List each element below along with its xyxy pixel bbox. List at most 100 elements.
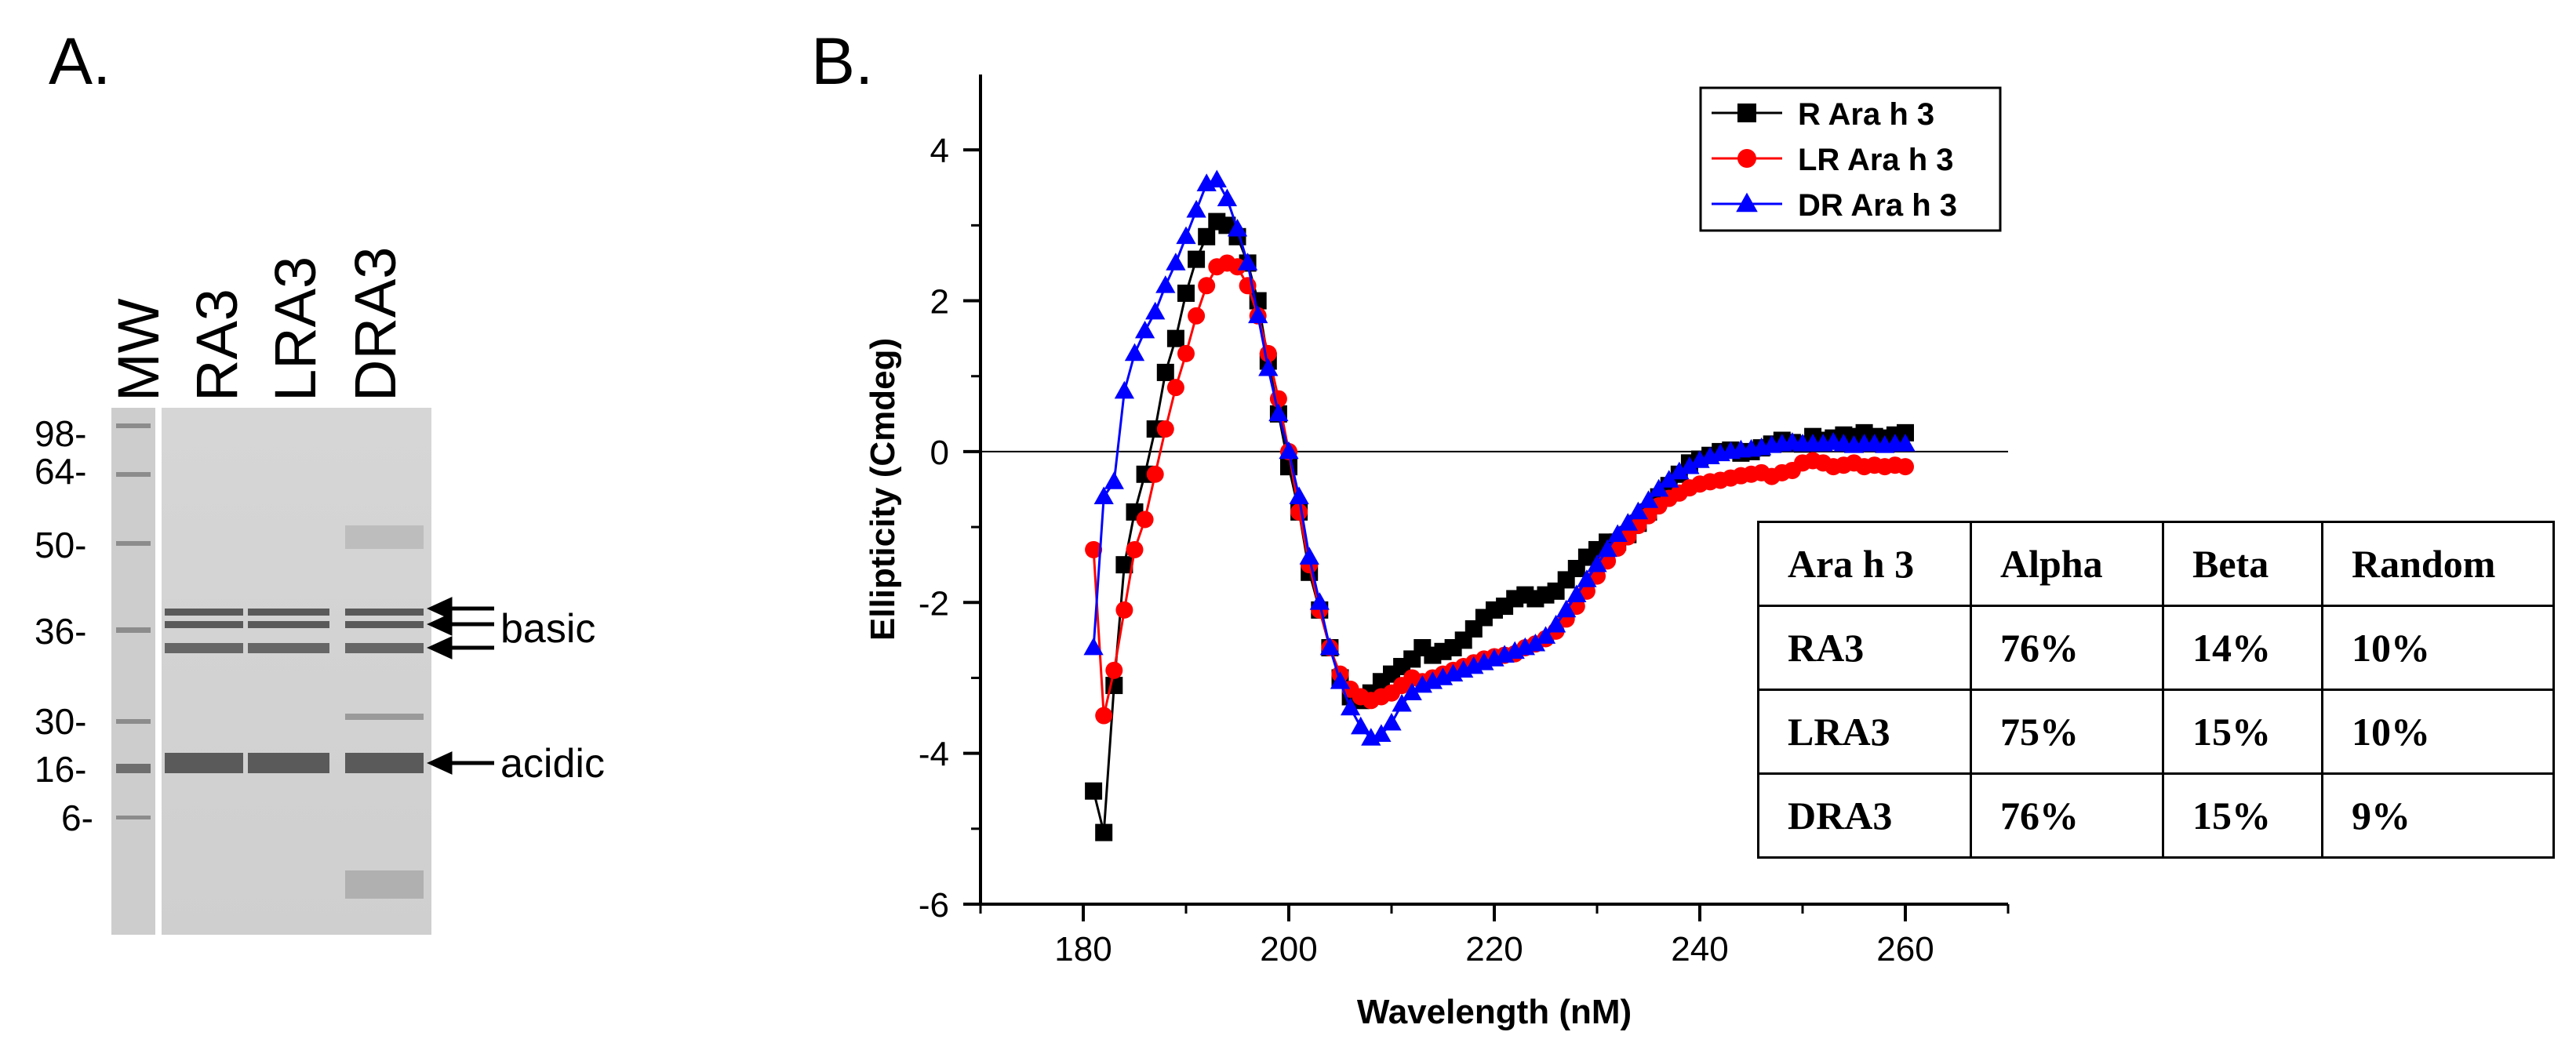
data-point bbox=[1198, 277, 1216, 295]
data-point bbox=[1206, 169, 1227, 188]
data-point bbox=[1186, 199, 1206, 218]
data-point bbox=[1535, 626, 1556, 644]
x-tick-label: 260 bbox=[1876, 930, 1934, 968]
series-dr-ara-h-3 bbox=[1083, 169, 1916, 746]
data-point bbox=[1628, 501, 1649, 520]
mw-marker: 16- bbox=[35, 749, 87, 790]
data-point bbox=[1556, 599, 1577, 618]
data-point bbox=[1371, 724, 1392, 742]
table-row: DRA3 76% 15% 9% bbox=[1757, 772, 2555, 859]
data-point bbox=[1617, 513, 1638, 531]
data-point bbox=[1895, 434, 1916, 452]
lra3-bands bbox=[248, 609, 329, 773]
data-point bbox=[1105, 677, 1123, 695]
data-point bbox=[1587, 554, 1607, 572]
x-tick-label: 220 bbox=[1465, 930, 1523, 968]
panel-b-label: B. bbox=[811, 24, 874, 98]
ra3-bands bbox=[165, 609, 243, 773]
data-point bbox=[1638, 490, 1659, 508]
data-point bbox=[1248, 305, 1268, 324]
chart-series bbox=[1083, 169, 1916, 841]
table-cell: 15% bbox=[2162, 689, 2323, 775]
data-point bbox=[1176, 226, 1196, 245]
data-point bbox=[1115, 556, 1133, 574]
legend-label: R Ara h 3 bbox=[1798, 97, 1934, 132]
table-header-cell: Alpha bbox=[1970, 521, 2164, 607]
table-cell: 9% bbox=[2321, 772, 2555, 859]
data-point bbox=[1309, 592, 1330, 610]
data-point bbox=[1155, 275, 1176, 293]
table-header-row: Ara h 3 Alpha Beta Random bbox=[1757, 521, 2555, 607]
data-point bbox=[1095, 823, 1113, 841]
table-cell: 75% bbox=[1970, 689, 2164, 775]
data-point bbox=[1085, 782, 1103, 800]
data-point bbox=[1093, 486, 1114, 504]
table-header-cell: Random bbox=[2321, 521, 2555, 607]
legend-label: DR Ara h 3 bbox=[1798, 188, 1957, 223]
data-point bbox=[1268, 403, 1289, 422]
legend-label: LR Ara h 3 bbox=[1798, 143, 1954, 177]
table-cell: 10% bbox=[2321, 689, 2555, 775]
panel-a-label: A. bbox=[49, 24, 111, 98]
data-point bbox=[1228, 258, 1246, 276]
data-point bbox=[1577, 569, 1597, 587]
data-point bbox=[1105, 661, 1123, 679]
gel-image bbox=[111, 408, 494, 935]
data-point bbox=[1679, 456, 1700, 474]
data-point bbox=[1607, 524, 1628, 543]
data-point bbox=[1198, 227, 1216, 245]
mw-marker: 6- bbox=[61, 798, 93, 838]
data-point bbox=[1237, 253, 1258, 271]
data-point bbox=[1659, 470, 1679, 488]
data-point bbox=[1381, 712, 1402, 731]
data-point bbox=[1330, 671, 1351, 689]
data-point bbox=[1156, 420, 1174, 438]
data-point bbox=[1340, 697, 1361, 716]
data-point bbox=[1227, 218, 1248, 237]
data-point bbox=[1280, 458, 1297, 476]
data-point bbox=[1134, 320, 1155, 339]
table-cell: LRA3 bbox=[1757, 689, 1972, 775]
data-point bbox=[1166, 329, 1184, 347]
data-point bbox=[1290, 503, 1308, 521]
data-point bbox=[1289, 486, 1309, 504]
data-point bbox=[1114, 380, 1135, 399]
table-cell: DRA3 bbox=[1757, 772, 1972, 859]
table-header-cell: Ara h 3 bbox=[1757, 521, 1972, 607]
table-cell: RA3 bbox=[1757, 605, 1972, 691]
data-point bbox=[1669, 461, 1690, 480]
table-cell: 10% bbox=[2321, 605, 2555, 691]
data-point bbox=[1392, 693, 1412, 712]
table-cell: 76% bbox=[1970, 772, 2164, 859]
mw-marker: 98- bbox=[35, 413, 87, 454]
dra3-bands bbox=[345, 525, 424, 899]
data-point bbox=[1897, 458, 1914, 476]
data-point bbox=[1217, 188, 1238, 207]
data-point bbox=[1083, 637, 1104, 656]
data-point bbox=[1156, 363, 1174, 381]
acidic-label: acidic bbox=[500, 741, 605, 787]
data-point bbox=[1115, 601, 1133, 619]
data-point bbox=[1566, 584, 1587, 603]
data-point bbox=[1124, 343, 1145, 362]
y-tick-label: 4 bbox=[930, 132, 949, 170]
data-point bbox=[1258, 358, 1279, 376]
data-point bbox=[1177, 344, 1195, 362]
table-cell: 76% bbox=[1970, 605, 2164, 691]
data-point bbox=[1104, 471, 1124, 489]
x-axis-label: Wavelength (nM) bbox=[1357, 993, 1632, 1031]
mw-lane bbox=[111, 408, 155, 935]
data-point bbox=[1146, 465, 1164, 483]
data-point bbox=[1737, 104, 1756, 122]
chart-legend: R Ara h 3 LR Ara h 3 DR Ara h 3 bbox=[1699, 86, 2002, 232]
data-point bbox=[1188, 307, 1206, 325]
data-point bbox=[1279, 441, 1299, 460]
sample-lanes bbox=[162, 408, 431, 935]
y-axis-label: Ellipticity (Cmdeg) bbox=[864, 338, 902, 641]
data-point bbox=[1177, 284, 1195, 302]
mw-ladder-bands bbox=[116, 423, 151, 819]
data-point bbox=[1737, 149, 1756, 168]
data-point bbox=[1126, 540, 1144, 558]
mw-marker: 64- bbox=[35, 451, 87, 492]
data-point bbox=[1299, 547, 1319, 565]
